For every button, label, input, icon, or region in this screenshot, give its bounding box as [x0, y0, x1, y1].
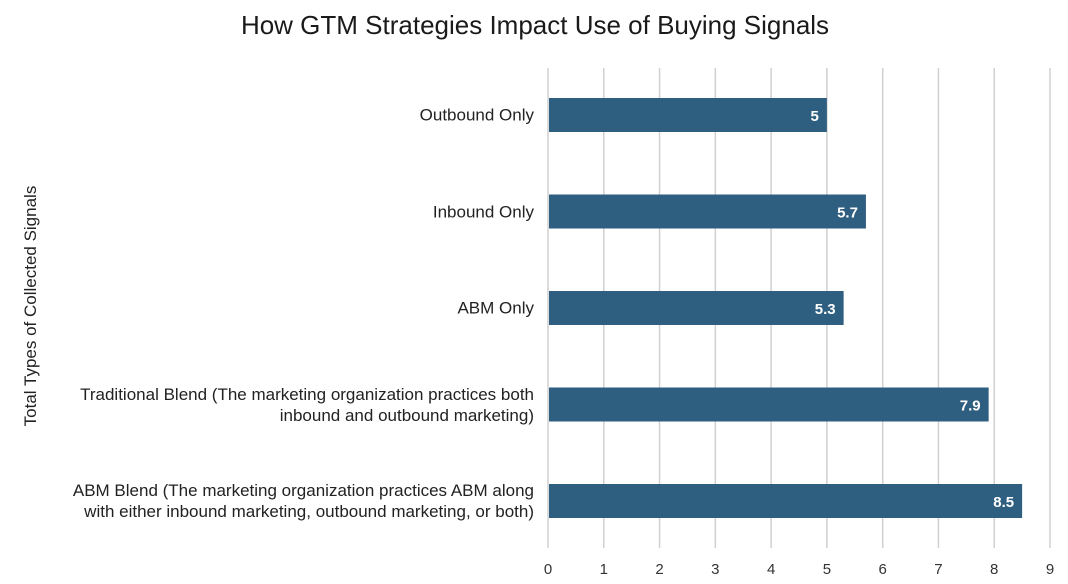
x-tick-label: 6 [878, 561, 886, 578]
bar [549, 387, 989, 422]
bar-value-label: 5 [811, 108, 819, 125]
x-tick-label: 9 [1046, 561, 1054, 578]
bar [549, 291, 844, 325]
bar [549, 194, 866, 229]
category-label: ABM Only [457, 298, 534, 318]
category-label: Outbound Only [419, 105, 534, 125]
bar-value-label: 8.5 [993, 494, 1014, 511]
chart-title: How GTM Strategies Impact Use of Buying … [240, 10, 830, 40]
bars [549, 98, 1023, 518]
bar-value-label: 7.9 [960, 398, 981, 415]
x-tick-label: 5 [823, 561, 831, 578]
category-label: ABM Blend (The marketing organization pr… [72, 481, 534, 521]
category-label: Inbound Only [432, 202, 534, 221]
x-tick-label: 3 [711, 561, 719, 578]
x-tick-label: 1 [600, 561, 608, 578]
x-tick-label: 7 [934, 561, 942, 578]
bar [549, 98, 827, 132]
x-tick-label: 8 [990, 561, 998, 578]
bar-value-label: 5.7 [837, 205, 858, 222]
x-tick-label: 0 [544, 561, 552, 578]
category-label: Traditional Blend (The marketing organiz… [80, 384, 534, 425]
bar-value-labels: 5 5.7 5.3 7.9 8.5 [811, 108, 1015, 511]
x-tick-label: 2 [655, 561, 663, 578]
x-tick-labels: 0 1 2 3 4 5 6 7 8 9 [544, 561, 1054, 578]
bar [549, 484, 1023, 518]
x-tick-label: 4 [767, 561, 775, 578]
bar-value-label: 5.3 [815, 301, 836, 318]
